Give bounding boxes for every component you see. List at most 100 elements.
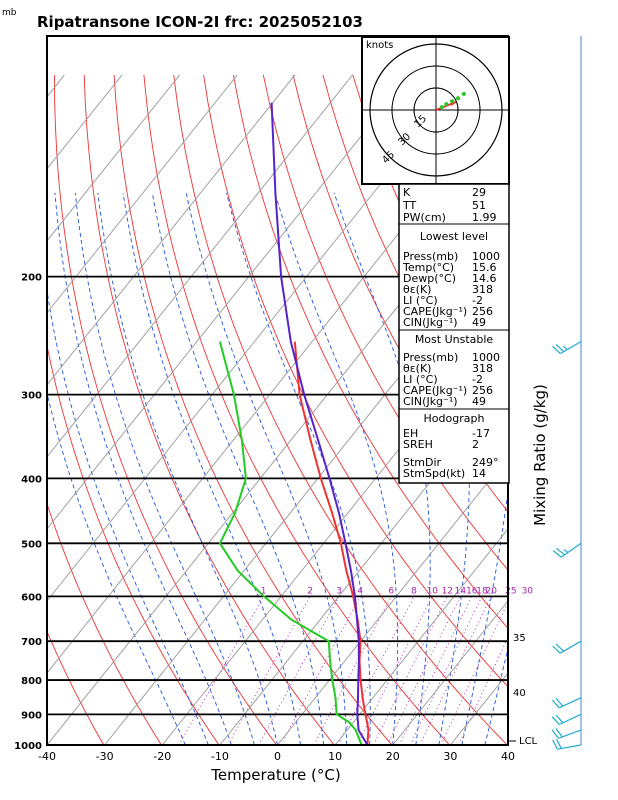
hodo-stmspd-value: 14 [472,467,486,480]
wind-barb [551,728,582,739]
mixing-ratio-label: 30 [522,586,534,596]
dry-adiabat [562,75,618,745]
index-pw-value: 1.99 [472,211,497,224]
moist-adiabat [484,646,508,745]
hodo-stmspd-label: StmSpd(kt) [403,467,465,480]
wind-barb [552,341,582,355]
pressure-tick-label: 1000 [14,741,42,752]
mu-cin-value: 49 [472,395,486,408]
hodograph-trace [439,91,466,110]
dry-adiabat [292,74,508,513]
x-tick-label: -20 [153,750,171,763]
index-pw-label: PW(cm) [403,211,446,224]
pressure-tick-label: 200 [21,273,42,284]
hodo-eh-label: EH [403,427,418,440]
mixing-ratio-label: 18 [476,586,488,596]
mixing-ratio-line [227,596,311,745]
x-tick-label: 40 [501,750,515,763]
index-k-label: K [403,186,411,199]
lowest-temp-label: Temp(°C) [402,261,454,274]
moist-adiabats [47,192,508,745]
lowest-temp-value: 15.6 [472,261,497,274]
pressure-tick-label: 700 [21,637,42,648]
isotherm [47,74,469,602]
pressure-tick-label: 400 [21,474,42,485]
lowest-cin-value: 49 [472,316,486,329]
dry-adiabat [232,74,508,629]
mu-thetae-value: 318 [472,362,493,375]
hodo-eh-value: -17 [472,427,490,440]
lowest-li-label: LI (°C) [403,294,438,307]
pressure-tick-label: 800 [21,676,42,687]
pressure-tick-label: 300 [21,391,42,402]
hodograph-point [450,99,455,104]
mixing-ratio-labels: 1 2 3 4 6 8 10 12 14 16 18 20 25 30 [261,586,534,596]
mixing-ratio-label: 8 [411,586,417,596]
dry-adiabat [47,630,105,745]
pressure-tick-label: 600 [21,592,42,603]
x-tick-label: 0 [274,750,281,763]
isotherm [47,74,353,458]
mixing-ratio-label: 12 [442,586,453,596]
isotherm [47,74,411,530]
moist-adiabat [122,192,302,745]
x-tick-label: 20 [386,750,400,763]
mixing-ratio-label: 3 [336,586,342,596]
lowest-press-label: Press(mb) [403,250,458,263]
x-tick-label: 10 [328,750,342,763]
mu-cape-value: 256 [472,384,493,397]
mu-press-label: Press(mb) [403,351,458,364]
x-tick-label: -30 [96,750,114,763]
wind-barb [552,542,582,558]
side-label-35: 35 [513,633,526,644]
moist-adiabat [54,192,232,745]
moist-adiabat [333,192,431,745]
dry-adiabat [47,502,162,745]
lcl-label: LCL [519,736,538,747]
indices-panel: K 29 TT 51 PW(cm) 1.99 Lowest level Pres… [398,183,510,484]
isotherm [47,74,238,314]
wind-barb [551,713,582,726]
lowest-cape-label: CAPE(Jkg⁻¹) [403,305,467,318]
wind-barb [551,697,582,709]
mixing-ratio-label: 14 [455,586,467,596]
dewpoint-line [218,341,363,745]
isotherm [0,75,7,745]
chart-title: Ripatransone ICON-2I frc: 2025052103 [37,13,363,31]
moist-adiabat [151,192,325,745]
pressure-unit-label: mb [2,8,17,18]
mixing-ratio-label: 20 [485,586,497,596]
hodograph-unit: knots [366,40,393,51]
mixing-ratio-line [419,596,492,745]
pressure-axis: 200 300 400 500 600 700 800 900 1000 [14,273,42,752]
lowest-dewp-label: Dewp(°C) [403,272,456,285]
mu-cape-label: CAPE(Jkg⁻¹) [403,384,467,397]
isotherm [277,456,508,745]
mu-li-value: -2 [472,373,483,386]
isobars [47,275,508,745]
side-label-40: 40 [513,688,526,699]
lowest-cape-value: 256 [472,305,493,318]
hodograph-ticks [369,43,503,177]
lowest-cin-label: CIN(Jkg⁻¹) [403,316,458,329]
hodograph-heading: Hodograph [424,412,485,425]
isotherm [47,74,181,242]
wind-barb [552,640,582,654]
moist-adiabat [47,391,186,745]
profiles [218,102,370,745]
hodo-stmdir-label: StmDir [403,456,442,469]
mixing-ratio-label: 10 [427,586,439,596]
dry-adiabat [113,74,393,745]
lowest-press-value: 1000 [472,250,500,263]
mu-press-value: 1000 [472,351,500,364]
lowest-level-heading: Lowest level [420,230,488,243]
wind-barb [552,738,582,750]
x-tick-label: -10 [211,750,229,763]
x-tick-label: 30 [443,750,457,763]
moist-adiabat [226,192,371,745]
isotherm [507,744,508,745]
pressure-tick-label: 500 [21,539,42,550]
moist-adiabat [461,192,508,745]
mixing-ratio-line [409,596,483,745]
mu-cin-label: CIN(Jkg⁻¹) [403,395,458,408]
